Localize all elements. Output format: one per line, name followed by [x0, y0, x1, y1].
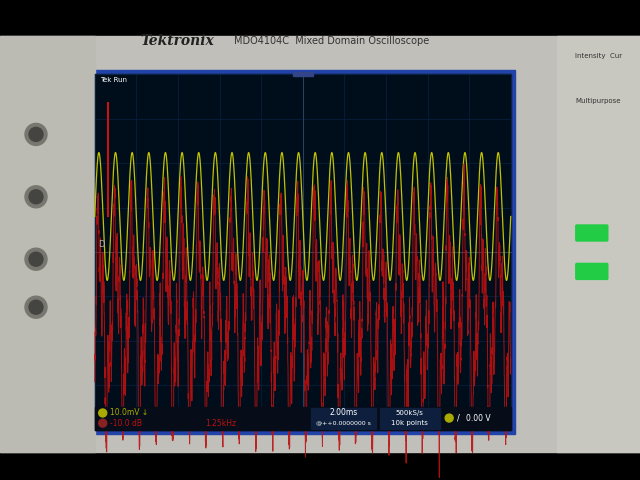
Circle shape	[25, 296, 47, 318]
Circle shape	[445, 414, 453, 422]
Text: Multipurpose: Multipurpose	[575, 98, 621, 104]
Text: D: D	[98, 240, 104, 250]
Text: -10.0 dB: -10.0 dB	[109, 419, 141, 428]
Text: MDO4104C  Mixed Domain Oscilloscope: MDO4104C Mixed Domain Oscilloscope	[234, 36, 429, 46]
Bar	[0, 36, 640, 452]
Text: 500kS/s: 500kS/s	[396, 410, 424, 416]
Bar	[380, 408, 440, 429]
Text: /: /	[457, 414, 460, 422]
Text: @++0.0000000 s: @++0.0000000 s	[316, 420, 371, 426]
Circle shape	[29, 252, 43, 266]
Text: 2.00ms: 2.00ms	[330, 408, 358, 418]
Text: Tek Run: Tek Run	[100, 77, 127, 84]
Circle shape	[25, 248, 47, 270]
Text: 10.0mV ↓: 10.0mV ↓	[109, 408, 148, 418]
Circle shape	[99, 419, 107, 427]
FancyBboxPatch shape	[576, 264, 608, 279]
Bar	[311, 408, 376, 429]
Text: Intensity  Cur: Intensity Cur	[575, 53, 622, 59]
Bar	[557, 36, 640, 452]
Text: 0.00 V: 0.00 V	[466, 414, 491, 422]
Text: 1.25kHz: 1.25kHz	[205, 419, 236, 428]
Circle shape	[29, 127, 43, 142]
Text: 10k points: 10k points	[391, 420, 428, 426]
Bar	[292, 72, 313, 76]
Circle shape	[25, 186, 47, 208]
Bar	[0, 36, 95, 452]
Circle shape	[99, 409, 107, 417]
Bar	[0, 452, 640, 480]
Text: Tektronix: Tektronix	[141, 34, 214, 48]
Circle shape	[25, 123, 47, 145]
Circle shape	[29, 300, 43, 314]
FancyBboxPatch shape	[576, 225, 608, 241]
Bar	[95, 407, 511, 430]
Circle shape	[29, 190, 43, 204]
Bar	[0, 0, 640, 36]
Bar	[95, 74, 511, 430]
Bar	[91, 71, 515, 433]
